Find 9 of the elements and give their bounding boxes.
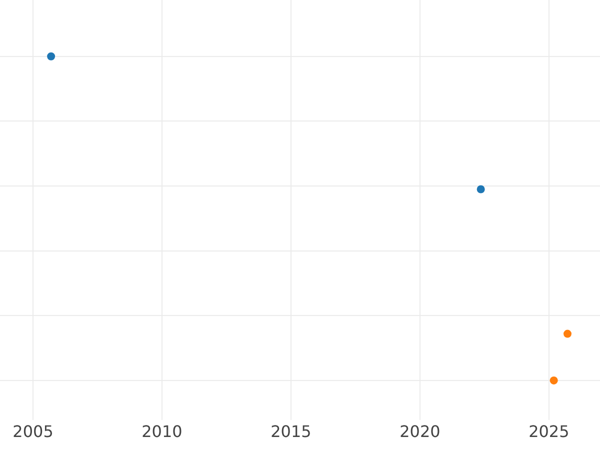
point <box>476 185 485 194</box>
point <box>550 376 558 384</box>
x-tick-label: 2020 <box>400 422 440 441</box>
x-tick-label: 2025 <box>528 422 570 441</box>
point <box>47 52 56 60</box>
x-tick-label: 2010 <box>142 422 182 441</box>
x-tick-label: 2015 <box>270 422 312 441</box>
x-tick-label: 2005 <box>12 422 54 441</box>
point <box>564 330 572 338</box>
